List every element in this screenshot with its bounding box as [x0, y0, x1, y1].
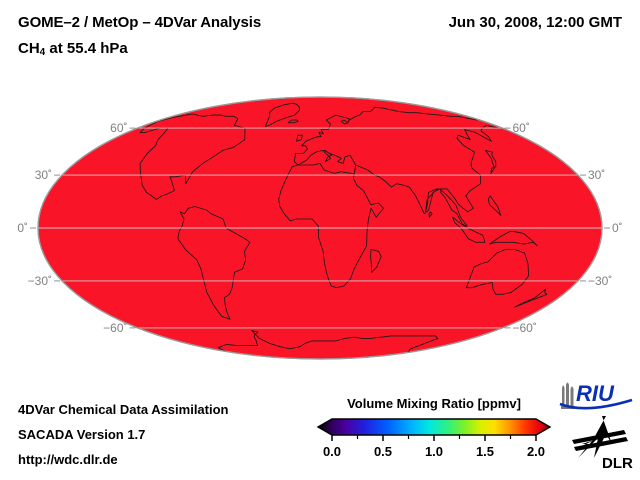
colorbar-tick-label: 1.5: [476, 444, 494, 459]
coastlines: [139, 102, 548, 353]
colorbar-swatch: [316, 418, 552, 436]
footer-version-label: SACADA Version 1.7: [18, 427, 146, 442]
antarctic-low-ch4-anomaly: [140, 304, 500, 359]
colorbar-tick-label: 1.0: [425, 444, 443, 459]
riu-logo-text: RIU: [576, 381, 615, 406]
dlr-logo-svg: DLR: [572, 416, 633, 472]
species-level: at 55.4 hPa: [45, 40, 128, 57]
latitude-label-left: 60˚: [110, 121, 127, 135]
latitude-label-right: −60˚: [512, 321, 536, 335]
colorbar-tick-label: 0.0: [323, 444, 341, 459]
footer-url-link[interactable]: http://wdc.dlr.de: [18, 452, 118, 467]
data-field: [140, 304, 500, 359]
colorbar-svg: 0.0 0.5 1.0 1.5 2.0: [316, 418, 552, 459]
map-svg: 60˚ 60˚ 30˚ 30˚ 0˚ 0˚ −30˚ −30˚ −60˚ −60˚: [17, 96, 623, 360]
species-subscript: 4: [39, 47, 46, 58]
latitude-label-left: 30˚: [35, 168, 52, 182]
colorbar-ticks: 0.0 0.5 1.0 1.5 2.0: [323, 435, 545, 459]
footer-assimilation-label: 4DVar Chemical Data Assimilation: [18, 402, 229, 417]
title-datetime: Jun 30, 2008, 12:00 GMT: [448, 14, 622, 31]
world-map-plot: 60˚ 60˚ 30˚ 30˚ 0˚ 0˚ −30˚ −30˚ −60˚ −60˚: [0, 78, 640, 378]
species-prefix: CH: [18, 40, 40, 57]
title-instrument: GOME–2 / MetOp – 4DVar Analysis: [18, 14, 262, 31]
dlr-logo: DLR: [568, 414, 640, 472]
title-species: CH4 at 55.4 hPa: [18, 40, 128, 58]
colorbar-tick-label: 2.0: [527, 444, 545, 459]
dlr-logo-text: DLR: [602, 455, 633, 472]
latitude-label-right: −30˚: [588, 274, 612, 288]
riu-logo-svg: RIU: [559, 381, 633, 410]
graticule: [38, 127, 602, 329]
latitude-label-left: −60˚: [103, 321, 127, 335]
riu-logo: RIU: [556, 378, 636, 412]
colorbar-title: Volume Mixing Ratio [ppmv]: [347, 396, 521, 411]
dlr-mark-icon: [572, 416, 628, 458]
latitude-label-right: 30˚: [588, 168, 605, 182]
latitude-label-right: 0˚: [612, 221, 623, 235]
latitude-labels: 60˚ 60˚ 30˚ 30˚ 0˚ 0˚ −30˚ −30˚ −60˚ −60˚: [17, 121, 622, 335]
globe-outline: [37, 96, 603, 360]
riu-wave-icon: [559, 398, 633, 410]
latitude-label-right: 60˚: [512, 121, 529, 135]
colorbar: Volume Mixing Ratio [ppmv] 0.0 0.5 1.0 1.5 2…: [312, 396, 556, 466]
latitude-label-left: 0˚: [17, 221, 28, 235]
colorbar-tick-label: 0.5: [374, 444, 392, 459]
latitude-label-left: −30˚: [28, 274, 52, 288]
